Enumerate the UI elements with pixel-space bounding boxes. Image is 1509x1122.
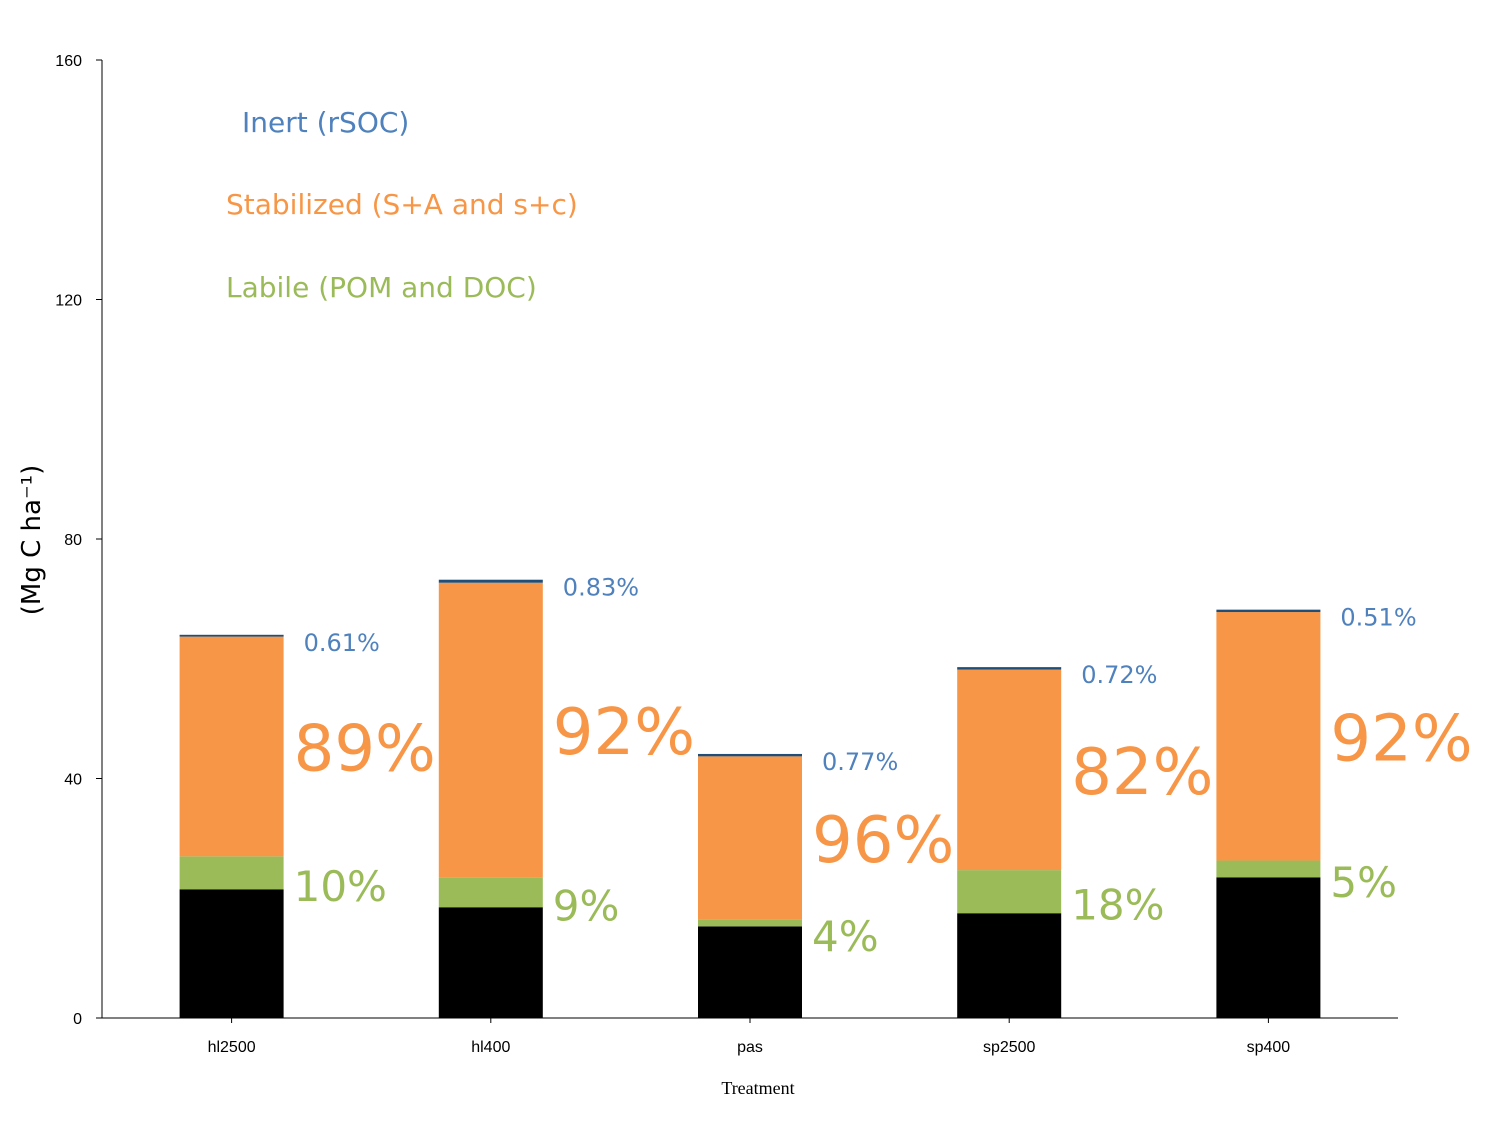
bar-segment-stabilized-hl2500 (179, 636, 284, 857)
bar-segment-inert-hl400 (438, 579, 543, 583)
y-tick-label: 40 (64, 772, 82, 789)
inert-pct-label-hl2500: 0.61% (304, 629, 380, 657)
x-tick-label-sp400: sp400 (1247, 1039, 1291, 1056)
y-axis-ticks: 0 40 80 120 160 (55, 53, 102, 1028)
bar-segment-labile-pas (698, 919, 802, 927)
bar-segment-base-sp2500 (957, 913, 1062, 1018)
stabilized-pct-label-pas: 96% (812, 804, 954, 878)
y-axis-title: (Mg C ha⁻¹) (17, 465, 47, 615)
x-axis-ticks: hl2500 hl400 pas sp2500 sp400 (208, 1018, 1291, 1056)
stabilized-pct-label-hl2500: 89% (294, 712, 436, 786)
x-tick-label-pas: pas (737, 1039, 763, 1056)
inert-pct-label-hl400: 0.83% (563, 574, 639, 602)
labile-pct-label-sp2500: 18% (1071, 881, 1164, 930)
inert-pct-label-pas: 0.77% (822, 748, 898, 776)
bars (179, 579, 1321, 1018)
bar-segment-inert-sp400 (1216, 609, 1321, 613)
y-tick-label: 120 (55, 293, 82, 310)
bar-segment-stabilized-sp400 (1216, 612, 1321, 861)
y-tick-label: 0 (73, 1011, 82, 1028)
stabilized-pct-label-sp2500: 82% (1071, 736, 1213, 810)
bar-segment-stabilized-sp2500 (957, 669, 1062, 871)
bar-segment-stabilized-hl400 (438, 582, 543, 878)
bar-segment-base-pas (698, 926, 802, 1018)
labile-pct-label-hl2500: 10% (294, 862, 387, 911)
labile-pct-label-sp400: 5% (1330, 858, 1397, 907)
bar-segment-base-hl2500 (179, 889, 284, 1018)
bar-segment-labile-hl2500 (179, 856, 284, 890)
y-tick-label: 80 (64, 532, 82, 549)
bar-segment-inert-sp2500 (957, 667, 1062, 670)
bar-segment-inert-pas (698, 753, 802, 757)
data-labels: 0.61% 89% 10% 0.83% 92% 9% 0.77% 96% 4% 0.72% 82% 1… (294, 574, 1473, 961)
x-axis-title: Treatment (721, 1078, 794, 1098)
y-tick-label: 160 (55, 53, 82, 70)
bar-segment-labile-sp400 (1216, 860, 1321, 878)
legend-labile: Labile (POM and DOC) (226, 271, 537, 304)
x-tick-label-hl400: hl400 (471, 1039, 510, 1056)
legend: Inert (rSOC) Stabilized (S+A and s+c) Labi… (226, 106, 578, 304)
stabilized-pct-label-sp400: 92% (1330, 702, 1472, 776)
bar-segment-labile-sp2500 (957, 870, 1062, 914)
x-tick-label-hl2500: hl2500 (208, 1039, 256, 1056)
x-tick-label-sp2500: sp2500 (983, 1039, 1036, 1056)
bar-segment-base-hl400 (438, 907, 543, 1018)
labile-pct-label-pas: 4% (812, 912, 879, 961)
labile-pct-label-hl400: 9% (553, 881, 620, 930)
bar-segment-stabilized-pas (698, 756, 802, 920)
bar-segment-labile-hl400 (438, 877, 543, 908)
inert-pct-label-sp400: 0.51% (1340, 604, 1416, 632)
legend-inert: Inert (rSOC) (242, 106, 409, 139)
stabilized-pct-label-hl400: 92% (553, 696, 695, 770)
bar-segment-inert-hl2500 (179, 634, 284, 637)
legend-stabilized: Stabilized (S+A and s+c) (226, 188, 578, 221)
bar-segment-base-sp400 (1216, 877, 1321, 1018)
inert-pct-label-sp2500: 0.72% (1081, 661, 1157, 689)
